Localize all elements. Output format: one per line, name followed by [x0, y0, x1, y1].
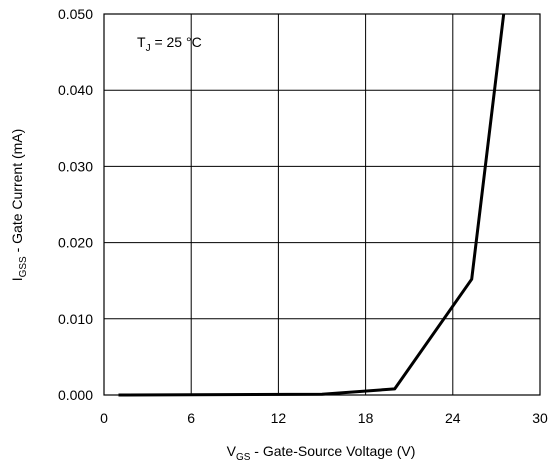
annotation-main: T — [137, 34, 146, 50]
x-tick-label: 0 — [100, 410, 108, 426]
x-label-sub: GS — [236, 452, 251, 463]
y-axis-label: IGSS - Gate Current (mA) — [9, 129, 29, 282]
x-tick-label: 24 — [445, 410, 461, 426]
x-label-rest: - Gate-Source Voltage (V) — [250, 443, 415, 459]
x-tick-label: 18 — [358, 410, 374, 426]
x-tick-label: 30 — [532, 410, 548, 426]
annotation-rest: = 25 °C — [151, 34, 202, 50]
y-tick-label: 0.050 — [58, 6, 93, 22]
y-label-sub: GSS — [18, 256, 29, 277]
y-label-main: I — [9, 277, 25, 281]
x-tick-labels: 0 6 12 18 24 30 — [100, 410, 548, 426]
series-line — [118, 13, 506, 397]
y-tick-label: 0.020 — [58, 235, 93, 251]
plot-frame — [103, 13, 541, 396]
x-axis-label: VGS - Gate-Source Voltage (V) — [227, 443, 416, 463]
y-tick-label: 0.010 — [58, 311, 93, 327]
y-tick-label: 0.040 — [58, 82, 93, 98]
y-tick-label: 0.000 — [58, 387, 93, 403]
y-tick-label: 0.030 — [58, 158, 93, 174]
temperature-annotation: TJ = 25 °C — [137, 34, 202, 54]
y-tick-labels: 0.000 0.010 0.020 0.030 0.040 0.050 — [58, 6, 93, 403]
y-label-rest: - Gate Current (mA) — [9, 129, 25, 257]
x-tick-label: 12 — [271, 410, 287, 426]
x-tick-label: 6 — [187, 410, 195, 426]
grid — [104, 14, 540, 395]
annotation-sub: J — [146, 43, 151, 54]
x-label-main: V — [227, 443, 237, 459]
